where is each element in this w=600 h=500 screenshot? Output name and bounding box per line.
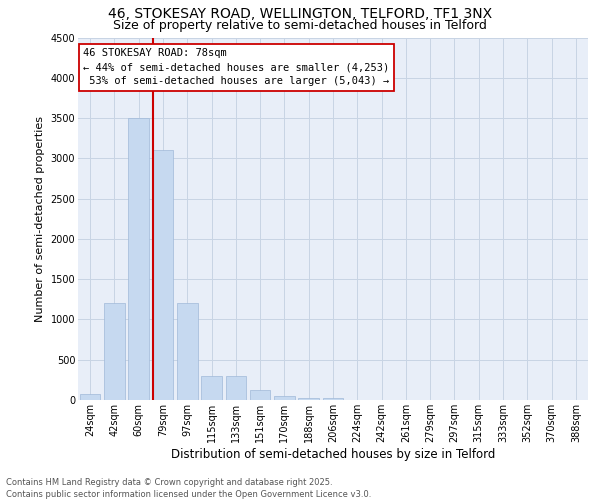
Bar — [128, 118, 149, 400]
Bar — [80, 394, 100, 400]
Bar — [250, 390, 271, 400]
Bar — [226, 376, 246, 400]
Y-axis label: Number of semi-detached properties: Number of semi-detached properties — [35, 116, 45, 322]
Bar — [104, 304, 125, 400]
Bar — [298, 398, 319, 400]
Text: Size of property relative to semi-detached houses in Telford: Size of property relative to semi-detach… — [113, 19, 487, 32]
Bar — [201, 376, 222, 400]
Text: 46, STOKESAY ROAD, WELLINGTON, TELFORD, TF1 3NX: 46, STOKESAY ROAD, WELLINGTON, TELFORD, … — [108, 8, 492, 22]
Bar — [274, 396, 295, 400]
Bar — [323, 398, 343, 400]
Bar — [177, 304, 197, 400]
Bar — [152, 150, 173, 400]
Text: Contains HM Land Registry data © Crown copyright and database right 2025.
Contai: Contains HM Land Registry data © Crown c… — [6, 478, 371, 499]
X-axis label: Distribution of semi-detached houses by size in Telford: Distribution of semi-detached houses by … — [171, 448, 495, 460]
Text: 46 STOKESAY ROAD: 78sqm
← 44% of semi-detached houses are smaller (4,253)
 53% o: 46 STOKESAY ROAD: 78sqm ← 44% of semi-de… — [83, 48, 389, 86]
